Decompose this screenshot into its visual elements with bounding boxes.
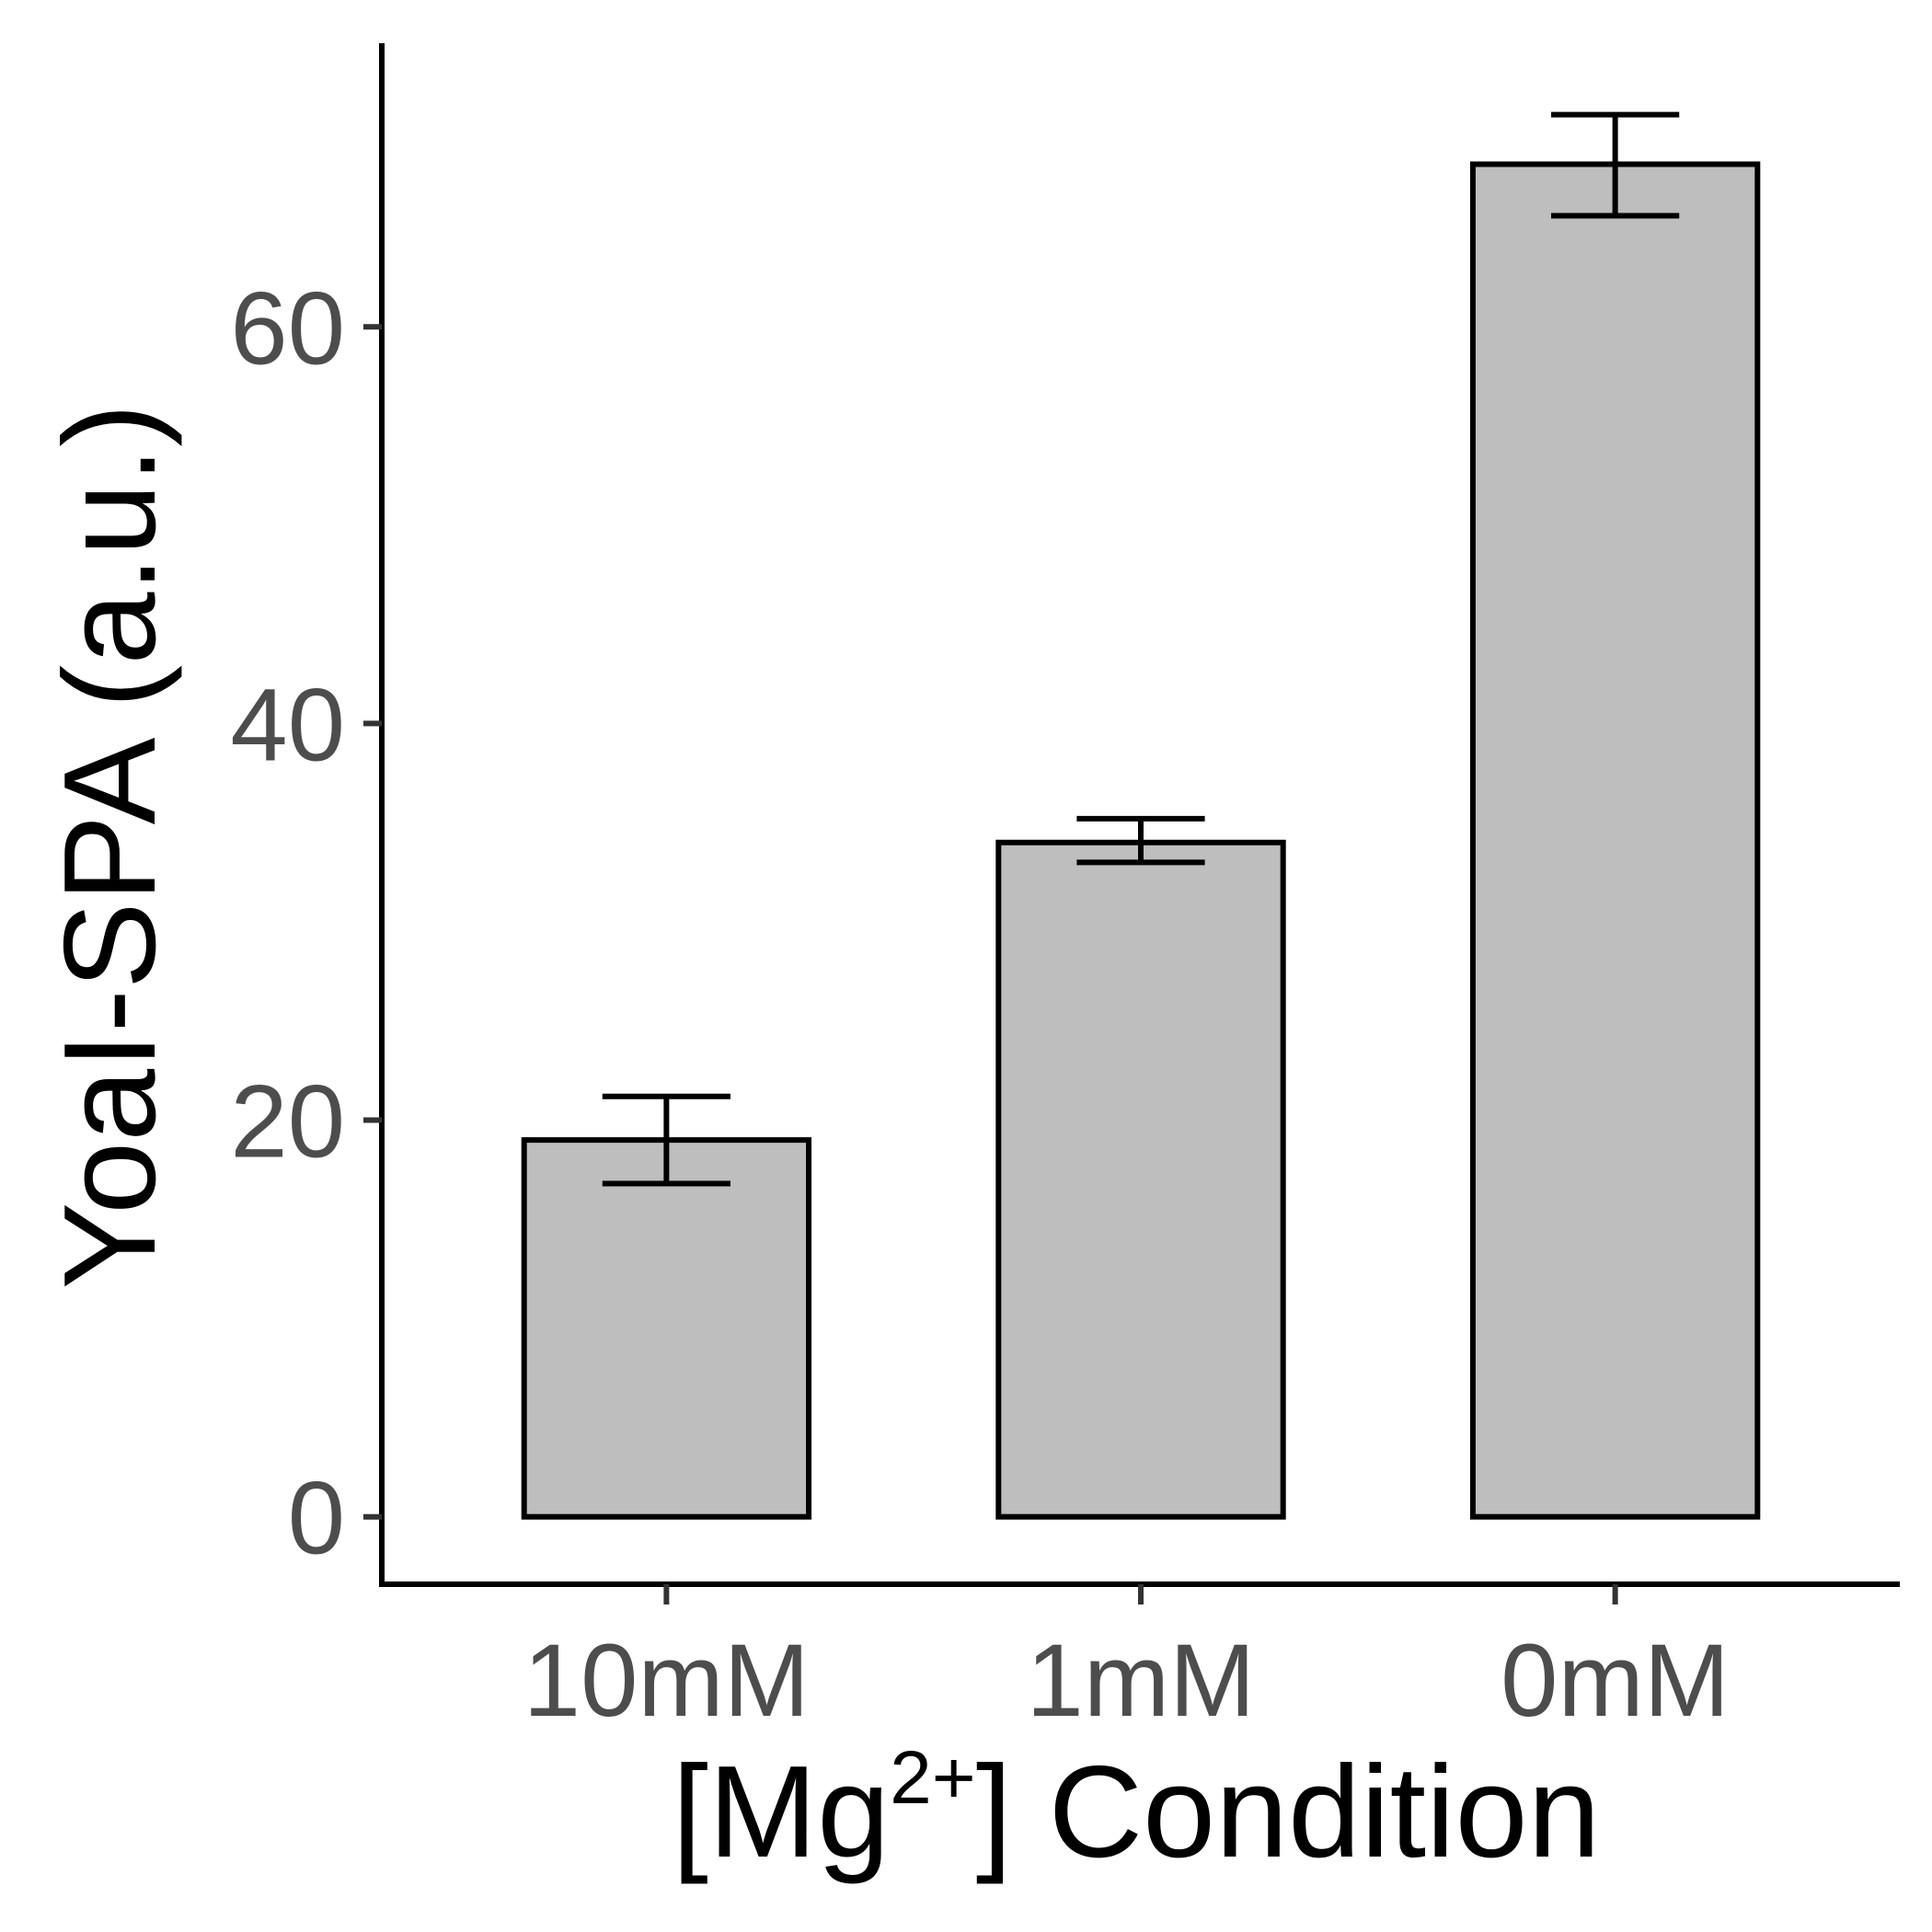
y-axis: 0 20 40 60: [230, 43, 385, 1587]
y-axis-title: YoaI-SPA (a.u.): [37, 403, 183, 1289]
bar-10mM: [521, 1137, 812, 1520]
x-tick-label-10mM: 10mM: [523, 1623, 810, 1738]
y-tick-label-20: 20: [230, 1064, 345, 1179]
x-axis-title: [Mg2+] Condition: [672, 1736, 1600, 1885]
bar-0mM: [1469, 161, 1761, 1520]
x-tick-label-0mM: 0mM: [1501, 1623, 1730, 1738]
y-tick-label-0: 0: [288, 1461, 345, 1576]
error-bars-group: [602, 111, 1680, 1187]
x-axis-title-prefix: [Mg: [672, 1739, 890, 1885]
y-tick-label-40: 40: [230, 667, 345, 782]
x-axis: 10mM 1mM 0mM: [379, 1581, 1900, 1738]
x-axis-title-suffix: ] Condition: [976, 1739, 1601, 1885]
x-tick-label-1mM: 1mM: [1027, 1623, 1256, 1738]
y-tick-label-60: 60: [230, 270, 345, 385]
bar-1mM: [995, 839, 1286, 1520]
x-axis-title-superscript: 2+: [890, 1736, 976, 1820]
